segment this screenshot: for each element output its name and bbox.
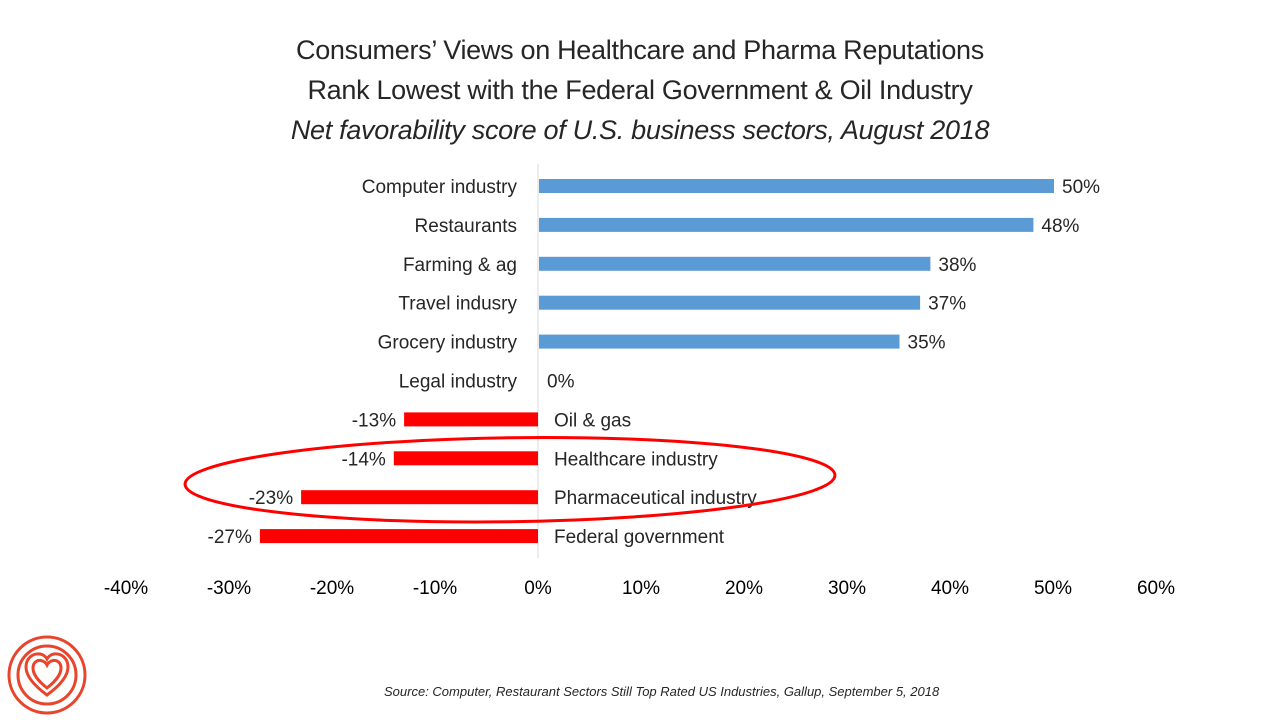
category-label: Pharmaceutical industry	[554, 488, 757, 509]
highlight-ellipse	[183, 436, 837, 524]
logo-outer-ring	[7, 635, 87, 715]
data-label: 48%	[1041, 216, 1079, 237]
x-tick-label: 60%	[1137, 578, 1175, 599]
x-tick-label: 40%	[931, 578, 969, 599]
annotation-layer	[183, 436, 837, 524]
category-label: Travel indusry	[398, 294, 517, 315]
category-label: Computer industry	[362, 177, 518, 198]
x-tick-label: 20%	[725, 578, 763, 599]
bar-oil-gas	[404, 412, 538, 427]
bar-computer-industry	[539, 179, 1054, 193]
bars-layer	[259, 179, 1054, 544]
x-tick-label: -10%	[413, 578, 457, 599]
bar-restaurants	[539, 217, 1034, 232]
bar-farming-ag	[539, 256, 931, 271]
x-tick-label: 50%	[1034, 578, 1072, 599]
category-label: Federal government	[554, 527, 725, 548]
bar-healthcare-industry	[393, 451, 538, 466]
data-label: -14%	[341, 449, 385, 470]
data-label: 0%	[547, 372, 575, 393]
category-label: Healthcare industry	[554, 449, 718, 470]
chart-subtitle: Net favorability score of U.S. business …	[290, 115, 990, 145]
x-tick-label: 10%	[622, 578, 660, 599]
x-tick-label: 0%	[524, 578, 552, 599]
data-label: -23%	[249, 488, 293, 509]
bar-grocery-industry	[539, 334, 900, 349]
data-label: 50%	[1062, 177, 1100, 198]
data-label: 35%	[908, 333, 946, 354]
x-tick-label: 30%	[828, 578, 866, 599]
logo-middle-ring	[16, 644, 78, 706]
category-label: Grocery industry	[378, 333, 518, 354]
x-axis-ticks: -40% -30% -20% -10% 0% 10% 20% 30% 40% 50% 60%	[104, 578, 1175, 599]
labels-layer: Computer industry 50% Restaurants 48% Farmin…	[208, 177, 1101, 548]
category-label: Farming & ag	[403, 255, 517, 276]
data-label: 37%	[928, 294, 966, 315]
logo-heart-inner	[31, 658, 63, 690]
category-label: Restaurants	[415, 216, 517, 237]
data-label: -27%	[208, 527, 252, 548]
data-label: -13%	[352, 410, 396, 431]
x-tick-label: -30%	[207, 578, 251, 599]
category-label: Oil & gas	[554, 410, 631, 431]
chart-title-line-2: Rank Lowest with the Federal Government …	[307, 75, 973, 105]
bar-travel-indusry	[539, 295, 921, 310]
concentric-heart-logo-icon	[7, 635, 87, 715]
chart-title-line-1: Consumers’ Views on Healthcare and Pharm…	[296, 35, 984, 65]
logo-heart-outer	[24, 652, 70, 697]
bar-pharmaceutical-industry	[301, 490, 538, 505]
data-label: 38%	[938, 255, 976, 276]
source-citation: Source: Computer, Restaurant Sectors Sti…	[384, 684, 940, 699]
bar-federal-government	[259, 529, 538, 544]
x-tick-label: -40%	[104, 578, 148, 599]
category-label: Legal industry	[399, 372, 518, 393]
x-tick-label: -20%	[310, 578, 354, 599]
chart-title-block: Consumers’ Views on Healthcare and Pharm…	[0, 30, 1280, 150]
